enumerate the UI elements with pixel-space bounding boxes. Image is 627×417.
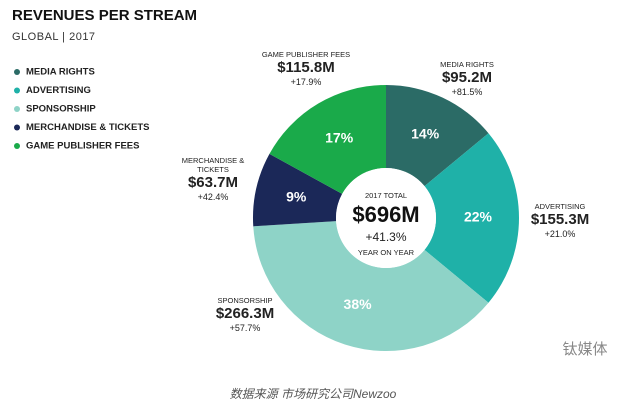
legend-marker (14, 69, 20, 75)
legend-marker (14, 106, 20, 112)
legend-marker (14, 143, 20, 149)
callout: SPONSORSHIP $266.3M +57.7% (190, 296, 300, 334)
legend-marker (14, 87, 20, 94)
callout: MEDIA RIGHTS $95.2M +81.5% (412, 60, 522, 98)
callout-amount: $95.2M (441, 69, 493, 86)
callout-name: SPONSORSHIP (217, 296, 273, 305)
callout-amount: $115.8M (277, 59, 335, 76)
watermark: 钛媒体 (562, 341, 607, 358)
callout-growth: +17.9% (290, 77, 322, 87)
slice-label: 22% (464, 209, 493, 225)
legend-label: GAME PUBLISHER FEES (26, 141, 140, 152)
center-label: 2017 TOTAL (365, 191, 407, 200)
callout-name: GAME PUBLISHER FEES (261, 50, 351, 59)
callout: GAME PUBLISHER FEES $115.8M +17.9% (258, 50, 354, 88)
legend-label: ADVERTISING (26, 85, 91, 96)
donut-slice (253, 221, 489, 352)
slice-label: 14% (411, 125, 440, 141)
callout-name: ADVERTISING (534, 202, 586, 211)
callout-name: MERCHANDISE & TICKETS (181, 156, 245, 174)
source: 数据来源 市场研究公司Newzoo (230, 387, 397, 401)
chart-subtitle: GLOBAL | 2017 (12, 31, 96, 43)
donut-slice (424, 133, 520, 303)
donut-slice (269, 85, 386, 194)
callout-amount: $155.3M (530, 211, 590, 228)
callout-amount: $63.7M (187, 174, 239, 191)
donut-slice (253, 153, 343, 227)
donut-hole (336, 168, 436, 268)
slice-label: 17% (325, 130, 354, 146)
callout-amount: $266.3M (215, 305, 275, 322)
callout: ADVERTISING $155.3M +21.0% (512, 202, 608, 240)
legend-label: MEDIA RIGHTS (26, 67, 95, 78)
callout: MERCHANDISE & TICKETS $63.7M +42.4% (178, 156, 248, 203)
slice-label: 38% (344, 296, 373, 312)
callout-growth: +81.5% (451, 87, 483, 97)
callout-growth: +42.4% (197, 192, 229, 202)
center-total: $696M (352, 202, 419, 227)
callout-growth: +21.0% (544, 229, 576, 239)
slice-label: 9% (286, 189, 307, 205)
chart-title: REVENUES PER STREAM (12, 7, 197, 24)
callout-growth: +57.7% (229, 323, 261, 333)
legend-marker (14, 124, 20, 131)
legend-label: SPONSORSHIP (26, 104, 96, 115)
legend-label: MERCHANDISE & TICKETS (26, 122, 150, 133)
center-note: YEAR ON YEAR (358, 248, 415, 257)
callout-name: MEDIA RIGHTS (440, 60, 494, 69)
donut-slice (386, 85, 489, 187)
center-change: +41.3% (365, 230, 406, 244)
